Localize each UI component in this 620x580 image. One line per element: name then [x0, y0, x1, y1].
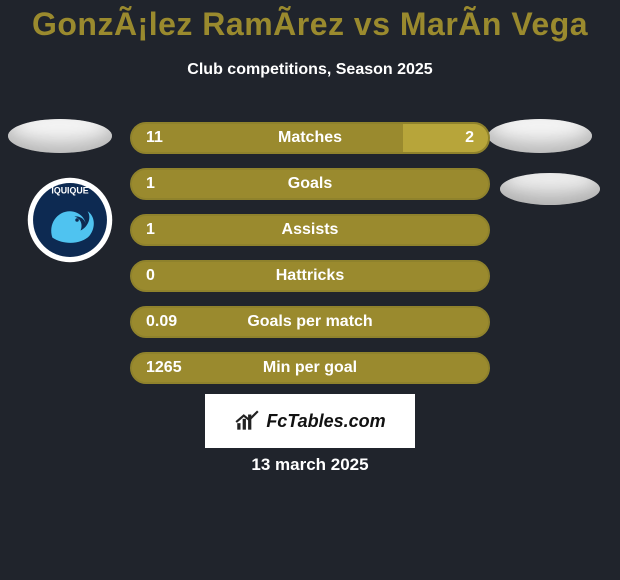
stat-label: Goals per match — [132, 313, 488, 331]
player-left-country-flag — [8, 119, 112, 153]
player-left-club-badge: IQUIQUE — [26, 176, 114, 264]
brand-chart-icon — [234, 408, 260, 434]
subtitle: Club competitions, Season 2025 — [0, 61, 620, 79]
club-badge-iquique-icon: IQUIQUE — [26, 176, 114, 264]
stat-label: Goals — [132, 175, 488, 193]
comparison-bars: 112Matches 1Goals 1Assists 0Hattricks 0.09Go… — [130, 122, 490, 384]
brand-text: FcTables.com — [266, 411, 385, 432]
stat-label: Hattricks — [132, 267, 488, 285]
stat-label: Assists — [132, 221, 488, 239]
stat-label: Min per goal — [132, 359, 488, 377]
stat-row-hattricks: 0Hattricks — [130, 260, 490, 292]
brand-watermark: FcTables.com — [205, 394, 415, 448]
svg-text:IQUIQUE: IQUIQUE — [51, 186, 88, 196]
generation-date: 13 march 2025 — [0, 455, 620, 475]
stat-label: Matches — [132, 129, 488, 147]
page-title: GonzÃ¡lez RamÃ­rez vs MarÃ­n Vega — [0, 0, 620, 43]
player-right-country-flag — [488, 119, 592, 153]
stat-row-goals: 1Goals — [130, 168, 490, 200]
player-right-club-placeholder — [500, 173, 600, 205]
stat-row-goals-per-match: 0.09Goals per match — [130, 306, 490, 338]
stat-row-matches: 112Matches — [130, 122, 490, 154]
stat-row-min-per-goal: 1265Min per goal — [130, 352, 490, 384]
stat-row-assists: 1Assists — [130, 214, 490, 246]
